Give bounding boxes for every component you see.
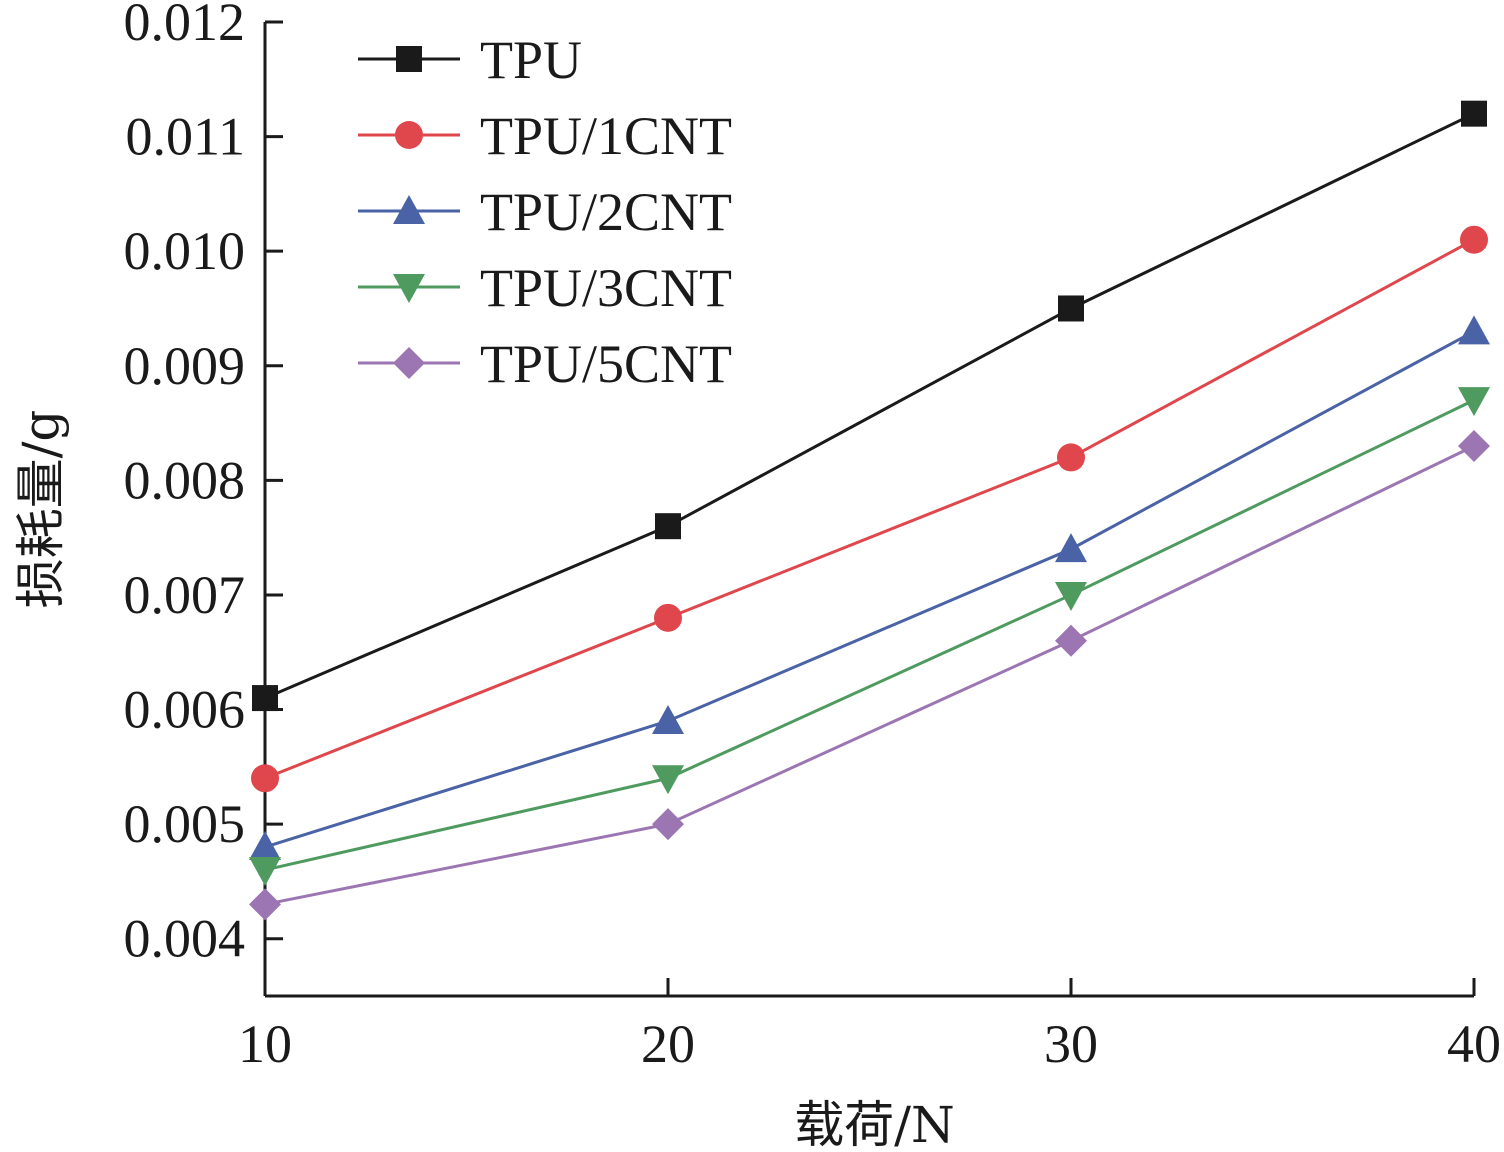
series-3: [249, 315, 1490, 861]
data-point: [249, 888, 281, 921]
y-tick-label: 0.012: [124, 0, 246, 52]
y-tick-label: 0.009: [124, 336, 246, 396]
legend-label: TPU/5CNT: [480, 334, 732, 394]
series-line: [264, 238, 1475, 780]
y-tick-label: 0.007: [124, 565, 246, 625]
legend-marker: [395, 121, 423, 149]
series-layer: [249, 100, 1490, 921]
y-tick-label: 0.004: [124, 909, 246, 969]
x-tick-label: 10: [238, 1014, 292, 1074]
data-point: [652, 704, 684, 734]
series-line: [264, 330, 1475, 849]
series-line: [264, 398, 1475, 872]
data-point: [1458, 387, 1490, 417]
legend-label: TPU/3CNT: [480, 258, 732, 318]
series-5: [249, 429, 1490, 921]
legend-marker: [396, 46, 422, 72]
data-point: [1058, 295, 1084, 322]
y-tick-label: 0.011: [126, 107, 246, 167]
data-point: [1458, 315, 1490, 345]
series-1: [252, 100, 1487, 712]
x-axis-title: 载荷/N: [794, 1096, 955, 1152]
axes: 0.004 0.005 0.006 0.007 0.008 0.009 0.010 0.011…: [124, 0, 1502, 1074]
series-line: [264, 112, 1475, 700]
data-point: [1055, 581, 1087, 611]
data-point: [1461, 100, 1487, 127]
y-tick-label: 0.010: [124, 221, 246, 281]
data-point: [249, 856, 281, 886]
legend-label: TPU/1CNT: [480, 106, 732, 166]
series-4: [249, 387, 1490, 886]
legend-marker: [393, 195, 425, 224]
x-tick-label: 40: [1447, 1014, 1501, 1074]
legend-item: TPU/3CNT: [358, 258, 732, 318]
data-point: [1460, 225, 1488, 254]
legend-item: TPU: [358, 30, 582, 90]
series-line: [264, 444, 1475, 906]
data-point: [655, 513, 681, 540]
legend-item: TPU/5CNT: [358, 334, 732, 394]
data-point: [1458, 429, 1490, 462]
data-point: [1055, 533, 1087, 563]
y-tick-label: 0.006: [124, 680, 246, 740]
data-point: [252, 685, 278, 712]
legend-item: TPU/1CNT: [358, 106, 732, 166]
y-axis-title: 损耗量/g: [12, 410, 70, 609]
legend-label: TPU: [480, 30, 582, 90]
legend-marker: [393, 274, 425, 303]
legend-label: TPU/2CNT: [480, 182, 732, 242]
x-tick-label: 20: [641, 1014, 695, 1074]
y-tick-label: 0.008: [124, 450, 246, 510]
data-point: [1055, 624, 1087, 657]
series-2: [251, 225, 1488, 793]
legend-item: TPU/2CNT: [358, 182, 732, 242]
y-tick-label: 0.005: [124, 794, 246, 854]
legend-marker: [393, 347, 425, 379]
legend: TPU TPU/1CNT TPU/2CNT TPU/3CNT TPU/5CNT: [358, 30, 732, 394]
data-point: [654, 603, 682, 632]
data-point: [251, 764, 279, 793]
data-point: [652, 808, 684, 841]
data-point: [652, 765, 684, 795]
data-point: [249, 831, 281, 861]
x-tick-label: 30: [1044, 1014, 1098, 1074]
data-point: [1057, 443, 1085, 472]
